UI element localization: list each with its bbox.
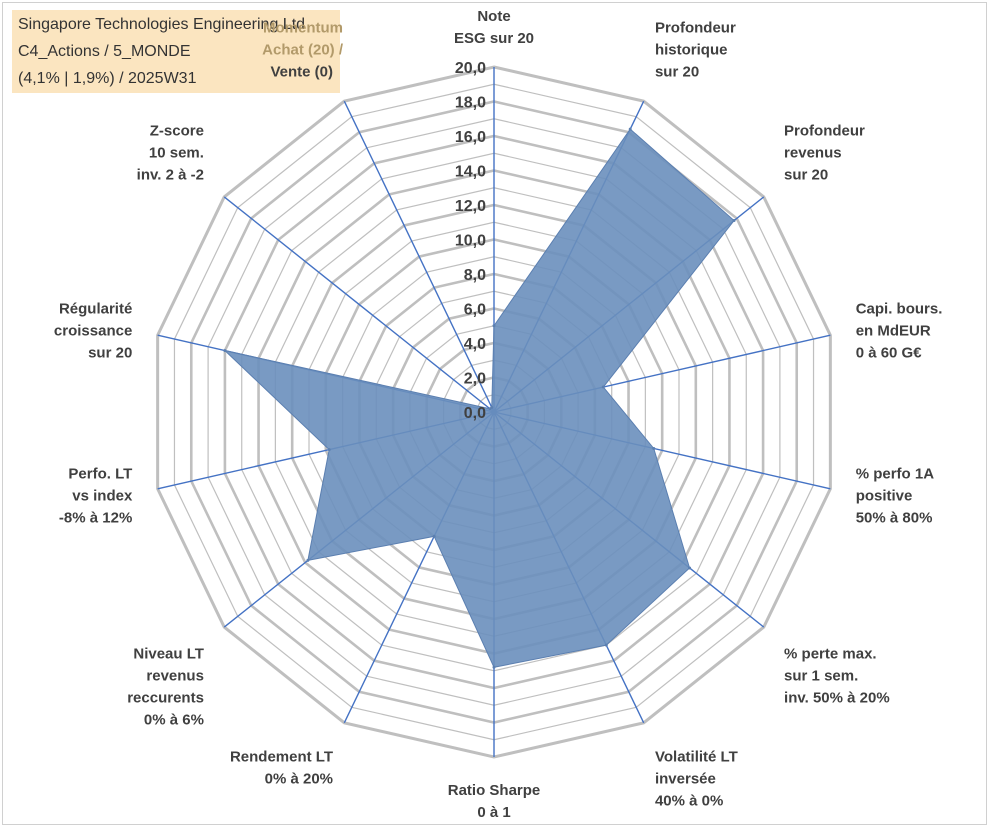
- axis-label-11-line-1: croissance: [54, 322, 132, 339]
- series-point-9: [306, 558, 310, 562]
- axis-label-10-line-2: -8% à 12%: [59, 510, 132, 527]
- series-point-1: [628, 127, 632, 131]
- axis-spoke-12: [223, 196, 495, 413]
- series-point-0: [492, 324, 496, 328]
- axis-spoke-13: [343, 100, 495, 413]
- axis-label-5: % perte max. sur 1 sem. inv. 50% à 20%: [784, 645, 890, 706]
- axis-label-8-line-1: 0% à 20%: [265, 770, 333, 787]
- series-point-4: [652, 446, 656, 450]
- axis-label-13-line-2: Vente (0): [270, 64, 333, 81]
- title-category: C4_Actions / 5_MONDE: [18, 43, 191, 60]
- series-point-6: [604, 643, 608, 647]
- axis-label-2-line-0: Profondeur: [784, 123, 865, 140]
- title-performance: (4,1% | 1,9%) / 2025W31: [18, 70, 197, 87]
- axis-label-7-line-0: Ratio Sharpe: [448, 782, 541, 799]
- series-point-3: [601, 385, 605, 389]
- axis-label-12-line-2: inv. 2 à -2: [137, 167, 204, 184]
- axis-label-4-line-1: positive: [856, 488, 913, 505]
- axis-label-9-line-3: 0% à 6%: [144, 711, 204, 728]
- series-point-8: [432, 534, 436, 538]
- axis-label-2-line-1: revenus: [784, 145, 842, 162]
- axis-label-3-line-2: 0 à 60 G€: [856, 344, 923, 361]
- axis-label-2-line-2: sur 20: [784, 167, 828, 184]
- axis-label-1-line-0: Profondeur: [655, 20, 736, 37]
- tick-label-0: 0,0: [464, 405, 486, 422]
- axis-label-10-line-0: Perfo. LT: [68, 466, 132, 483]
- radar-series: [223, 127, 736, 669]
- radar-tick-labels: 0,0 2,0 4,0 6,0 8,0 10,0 12,0 14,0 16,0 18,0 20,0: [455, 60, 486, 422]
- axis-label-4: % perfo 1A positive 50% à 80%: [856, 466, 935, 527]
- axis-label-0: Note ESG sur 20: [454, 8, 534, 47]
- axis-label-4-line-2: 50% à 80%: [856, 510, 933, 527]
- axis-label-5-line-0: % perte max.: [784, 645, 877, 662]
- axis-label-9-line-1: revenus: [146, 667, 204, 684]
- series-point-10: [327, 448, 331, 452]
- series-point-13: [490, 405, 494, 409]
- tick-label-2: 4,0: [464, 336, 486, 353]
- axis-label-3: Capi. bours. en MdEUR 0 à 60 G€: [856, 300, 943, 361]
- axis-label-13: Momentum Achat (20) / Vente (0): [262, 20, 344, 81]
- tick-label-4: 8,0: [464, 267, 486, 284]
- series-point-2: [732, 219, 736, 223]
- axis-label-12-line-0: Z-score: [150, 123, 204, 140]
- axis-label-11-line-0: Régularité: [59, 300, 132, 317]
- tick-label-10: 20,0: [455, 60, 486, 77]
- axis-label-5-line-2: inv. 50% à 20%: [784, 689, 890, 706]
- tick-label-9: 18,0: [455, 95, 486, 112]
- axis-label-10: Perfo. LT vs index -8% à 12%: [59, 466, 133, 527]
- axis-label-6-line-1: inversée: [655, 770, 716, 787]
- axis-label-1: Profondeur historique sur 20: [655, 20, 736, 81]
- axis-label-9: Niveau LT revenus reccurents 0% à 6%: [127, 645, 204, 728]
- axis-label-0-line-1: ESG sur 20: [454, 30, 534, 47]
- axis-label-1-line-1: historique: [655, 42, 728, 59]
- radar-axis-labels: Note ESG sur 20 Profondeur historique sur 20…: [54, 8, 942, 821]
- axis-label-11: Régularité croissance sur 20: [54, 300, 132, 361]
- axis-label-8-line-0: Rendement LT: [230, 748, 333, 765]
- series-point-7: [492, 665, 496, 669]
- axis-label-5-line-1: sur 1 sem.: [784, 667, 858, 684]
- axis-label-2: Profondeur revenus sur 20: [784, 123, 865, 184]
- axis-label-0-line-0: Note: [477, 8, 510, 25]
- axis-label-4-line-0: % perfo 1A: [856, 466, 935, 483]
- tick-label-3: 6,0: [464, 302, 486, 319]
- axis-label-10-line-1: vs index: [72, 488, 133, 505]
- title-box: Singapore Technologies Engineering Ltd C…: [12, 10, 340, 93]
- axis-label-7-line-1: 0 à 1: [477, 804, 510, 821]
- series-point-11: [223, 349, 227, 353]
- axis-label-9-line-0: Niveau LT: [133, 645, 204, 662]
- series-point-5: [688, 566, 692, 570]
- axis-label-3-line-0: Capi. bours.: [856, 300, 943, 317]
- axis-label-3-line-1: en MdEUR: [856, 322, 931, 339]
- axis-label-7: Ratio Sharpe 0 à 1: [448, 782, 541, 821]
- axis-label-13-line-0: Momentum: [263, 20, 343, 37]
- tick-label-8: 16,0: [455, 129, 486, 146]
- axis-label-12: Z-score 10 sem. inv. 2 à -2: [137, 123, 204, 184]
- title-company: Singapore Technologies Engineering Ltd: [18, 16, 306, 33]
- axis-label-1-line-2: sur 20: [655, 64, 699, 81]
- axis-label-6-line-0: Volatilité LT: [655, 748, 738, 765]
- axis-label-13-line-1: Achat (20) /: [262, 42, 344, 59]
- axis-label-11-line-2: sur 20: [88, 344, 132, 361]
- tick-label-1: 2,0: [464, 371, 486, 388]
- tick-label-6: 12,0: [455, 198, 486, 215]
- tick-label-5: 10,0: [455, 233, 486, 250]
- axis-label-6-line-2: 40% à 0%: [655, 792, 723, 809]
- axis-label-9-line-2: reccurents: [127, 689, 204, 706]
- axis-label-6: Volatilité LT inversée 40% à 0%: [655, 748, 738, 809]
- axis-label-8: Rendement LT 0% à 20%: [230, 748, 333, 787]
- axis-label-12-line-1: 10 sem.: [149, 145, 204, 162]
- tick-label-7: 14,0: [455, 164, 486, 181]
